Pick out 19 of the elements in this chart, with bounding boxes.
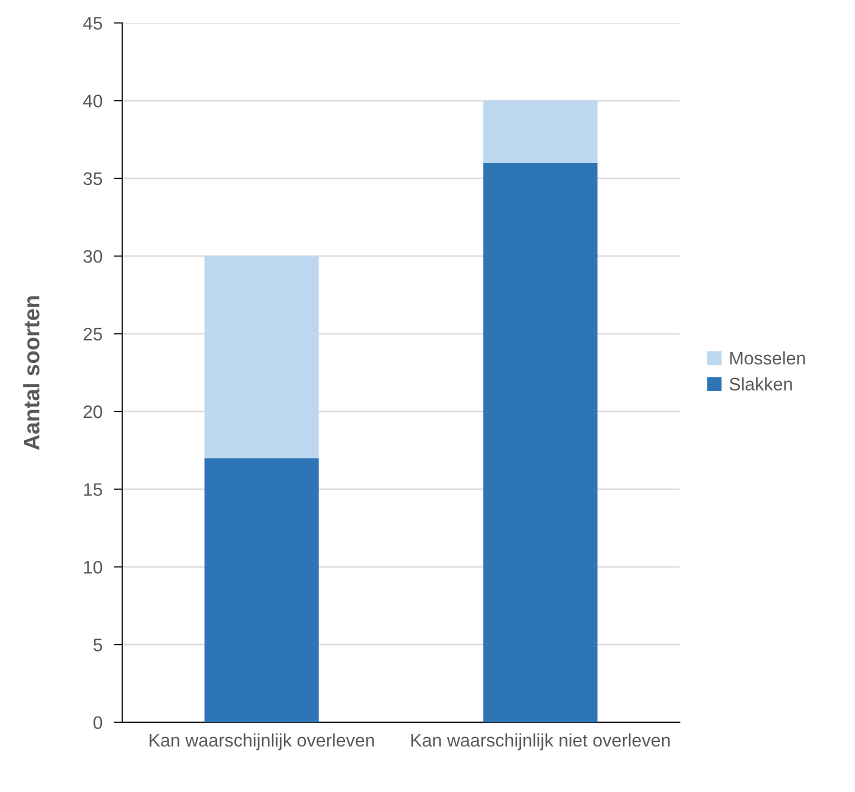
legend-label: Mosselen <box>730 351 805 365</box>
y-tick-label: 5 <box>94 638 102 652</box>
bar <box>204 256 319 458</box>
y-tick-label: 30 <box>83 250 102 263</box>
y-tick-label: 0 <box>93 716 102 730</box>
y-tick-label: 40 <box>83 94 102 108</box>
x-tick-label: Kan waarschijnlijk niet overleven <box>411 733 670 750</box>
y-tick-label: 20 <box>84 405 102 418</box>
y-tick-label: 45 <box>83 17 102 30</box>
bar <box>483 100 598 163</box>
bar <box>204 458 319 722</box>
y-tick-label: 10 <box>84 560 102 574</box>
bar <box>483 162 598 722</box>
y-tick-label: 35 <box>83 172 102 186</box>
y-tick-label: 25 <box>84 328 102 341</box>
y-tick-label: 15 <box>84 483 102 496</box>
y-axis-title: Aantal soorten <box>23 296 40 450</box>
x-tick-label: Kan waarschijnlijk overleven <box>150 733 374 750</box>
legend-label: Slakken <box>730 377 792 391</box>
